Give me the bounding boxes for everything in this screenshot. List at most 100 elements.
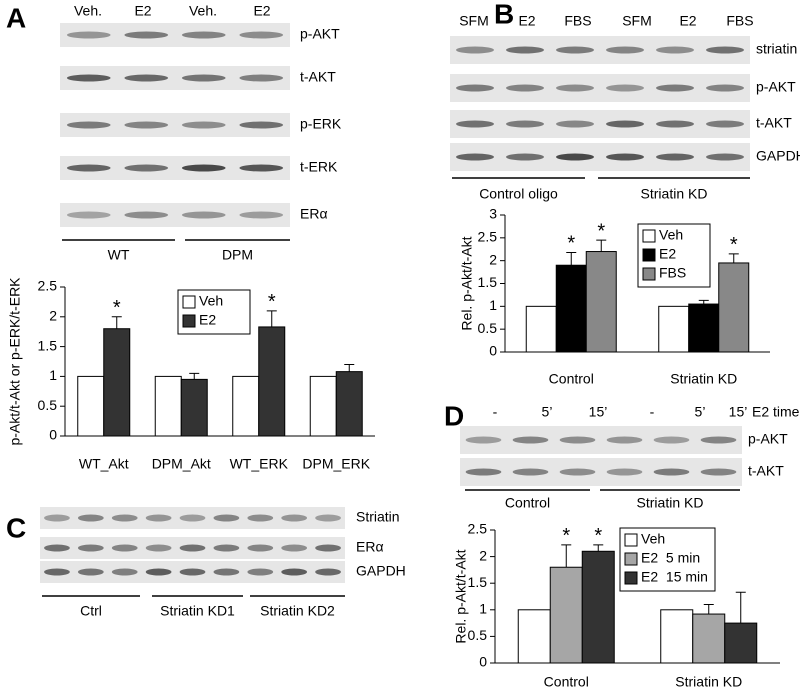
blot-band	[239, 211, 284, 219]
bar	[77, 375, 105, 437]
blot-band	[179, 568, 206, 576]
legend-label: E2 5 min	[641, 550, 700, 566]
x-tick-label: WT_Akt	[79, 456, 129, 472]
lane-label: FBS	[726, 13, 753, 29]
lane-label: E2	[253, 3, 270, 19]
row-label: p-AKT	[756, 79, 796, 95]
blot-band	[181, 164, 226, 172]
significance-mark: *	[113, 297, 121, 319]
blot-band	[559, 468, 596, 476]
legend-label: E2	[659, 246, 676, 262]
panel-letter: B	[494, 0, 514, 29]
legend-swatch	[642, 229, 656, 243]
blot-band	[77, 568, 104, 576]
blot-band	[66, 31, 111, 39]
error-bar	[189, 372, 200, 380]
blot-band	[145, 568, 172, 576]
y-tick-label: 1.5	[38, 337, 58, 353]
blot-band	[124, 211, 169, 219]
blot-band	[281, 568, 308, 576]
blot-band	[124, 164, 169, 172]
group-label: Control	[505, 495, 550, 511]
blot-band	[145, 544, 172, 552]
blot-band	[181, 31, 226, 39]
blot-band	[315, 568, 341, 576]
blot-band	[653, 436, 690, 444]
blot-band	[556, 120, 594, 128]
blot-band	[247, 514, 274, 522]
blot-band	[706, 120, 744, 128]
y-tick-label: 0	[49, 427, 57, 443]
group-label: Striatin KD	[641, 186, 708, 202]
blot-band	[111, 514, 138, 522]
bar	[581, 550, 615, 664]
y-tick-label: 2	[49, 308, 57, 324]
blot-band	[606, 120, 644, 128]
group-label: Striatin KD	[637, 495, 704, 511]
y-tick-label: 0.5	[468, 627, 488, 643]
y-tick-label: 1.5	[468, 574, 488, 590]
row-label: p-AKT	[300, 26, 340, 42]
y-tick-label: 2.5	[478, 229, 498, 245]
blot-band	[700, 436, 737, 444]
blot-band	[111, 544, 138, 552]
blot-band	[606, 468, 643, 476]
row-label: t-AKT	[300, 69, 336, 85]
blot-band	[281, 544, 308, 552]
blot-band	[556, 153, 594, 161]
legend-label: Veh	[659, 227, 683, 243]
y-tick-label: 0.5	[478, 320, 498, 336]
bar	[309, 375, 337, 437]
y-tick-label: 1	[479, 601, 487, 617]
blot-strip	[460, 426, 742, 454]
blot-band	[124, 31, 169, 39]
significance-mark: *	[567, 233, 575, 255]
legend-swatch	[624, 571, 638, 585]
legend-swatch	[642, 267, 656, 281]
row-label: t-AKT	[748, 463, 784, 479]
error-bar	[703, 603, 714, 615]
blot-band	[606, 153, 644, 161]
y-tick-label: 0	[479, 654, 487, 670]
blot-strip	[450, 143, 750, 171]
blot-band	[556, 46, 594, 54]
blot-band	[77, 544, 104, 552]
group-label: Striatin KD2	[260, 603, 335, 619]
lane-label: -	[650, 404, 655, 420]
blot-strip	[60, 203, 290, 227]
row-label: t-ERK	[300, 159, 338, 175]
blot-band	[559, 436, 596, 444]
row-label: ERα	[300, 206, 328, 222]
bar	[658, 305, 690, 353]
error-bar	[593, 544, 604, 552]
blot-band	[181, 121, 226, 129]
blot-band	[239, 164, 284, 172]
row-label: t-AKT	[756, 115, 792, 131]
x-tick-label: DPM_ERK	[302, 456, 370, 472]
bar	[660, 609, 694, 664]
lane-label: 5’	[695, 404, 706, 420]
blot-band	[145, 514, 172, 522]
panel-letter: A	[6, 2, 26, 33]
blot-band	[181, 74, 226, 82]
row-label: Striatin	[356, 509, 400, 525]
y-tick-label: 0.5	[38, 397, 58, 413]
x-tick-label: WT_ERK	[230, 456, 289, 472]
lane-label: -	[493, 404, 498, 420]
y-tick-label: 1.5	[478, 274, 498, 290]
bar	[555, 264, 587, 353]
y-axis-label: Rel. p-Akt/t-Akt	[453, 549, 469, 643]
blot-band	[66, 74, 111, 82]
y-axis-label: Rel. p-Akt/t-Akt	[459, 236, 475, 330]
lane-title: E2 time	[752, 404, 800, 420]
legend-label: E2 15 min	[641, 569, 708, 585]
x-tick-label: Striatin KD	[670, 371, 737, 387]
blot-band	[456, 84, 494, 92]
blot-band	[213, 544, 240, 552]
legend-label: Veh	[641, 531, 665, 547]
y-tick-label: 0	[489, 343, 497, 359]
blot-band	[656, 120, 694, 128]
row-label: striatin	[756, 41, 797, 57]
error-bar	[566, 251, 577, 266]
x-tick-label: DPM_Akt	[152, 456, 211, 472]
